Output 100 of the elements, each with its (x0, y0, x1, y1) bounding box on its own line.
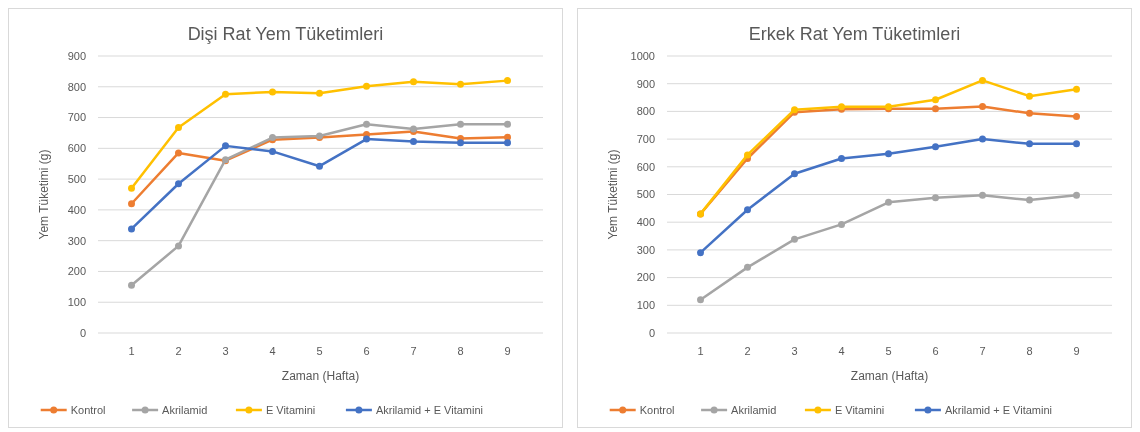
point (316, 89, 323, 97)
point (363, 82, 370, 90)
point (697, 249, 704, 257)
legend-label: Kontrol (639, 403, 675, 416)
y-tick-label: 100 (636, 299, 655, 312)
point (457, 80, 464, 88)
y-tick-label: 500 (636, 188, 655, 201)
x-tick-label: 1 (128, 345, 135, 357)
point (410, 138, 417, 146)
point (1073, 140, 1080, 148)
point (979, 76, 986, 84)
y-tick-label: 900 (636, 77, 655, 90)
point (979, 135, 986, 143)
legend-label: E Vitamini (834, 403, 885, 416)
legend-label: Akrilamid (162, 403, 208, 416)
x-tick-label: 2 (744, 345, 751, 357)
point (838, 220, 845, 228)
point (697, 296, 704, 304)
x-tick-label: 6 (363, 345, 370, 357)
x-tick-label: 5 (885, 345, 892, 357)
x-tick-label: 6 (932, 345, 939, 357)
x-tick-label: 4 (838, 345, 845, 357)
x-axis-title: Zaman (Hafta) (281, 369, 360, 383)
x-tick-label: 2 (175, 345, 182, 357)
x-tick-label: 8 (457, 345, 464, 357)
point (979, 102, 986, 110)
point (363, 120, 370, 128)
y-tick-label: 400 (67, 203, 86, 216)
point (269, 88, 276, 96)
point (128, 184, 135, 192)
y-tick-label: 600 (67, 142, 86, 155)
point (504, 77, 511, 85)
point (1073, 112, 1080, 120)
legend-label: Akrilamid + E Vitamini (944, 403, 1052, 416)
y-axis-title: Yem Tüketimi (g) (37, 149, 51, 240)
point (791, 235, 798, 243)
point (175, 123, 182, 131)
point (932, 143, 939, 151)
point (791, 170, 798, 178)
point (222, 90, 229, 98)
y-tick-label: 800 (636, 105, 655, 118)
x-tick-label: 3 (791, 345, 798, 357)
x-tick-label: 4 (269, 345, 276, 357)
x-tick-label: 9 (504, 345, 511, 357)
point (316, 162, 323, 170)
y-tick-label: 300 (636, 243, 655, 256)
point (128, 200, 135, 208)
legend-label: Akrilamid + E Vitamini (375, 403, 483, 416)
point (175, 180, 182, 188)
point (744, 263, 751, 271)
point (175, 242, 182, 250)
point (744, 151, 751, 159)
point (1026, 92, 1033, 100)
point (504, 120, 511, 128)
point (1073, 191, 1080, 199)
y-tick-label: 800 (67, 80, 86, 93)
y-tick-label: 700 (636, 132, 655, 145)
y-tick-label: 1000 (630, 49, 655, 62)
point (1026, 109, 1033, 117)
point (1026, 196, 1033, 204)
y-tick-label: 200 (636, 271, 655, 284)
x-tick-label: 7 (979, 345, 986, 357)
chart-title: Dişi Rat Yem Tüketimleri (187, 24, 384, 44)
point (932, 96, 939, 104)
y-tick-label: 900 (67, 49, 86, 62)
point (932, 194, 939, 202)
x-axis-title: Zaman (Hafta) (850, 369, 929, 383)
point (175, 149, 182, 157)
point (744, 206, 751, 214)
point (128, 225, 135, 233)
point (457, 139, 464, 147)
point (885, 150, 892, 158)
point (410, 78, 417, 86)
point (457, 120, 464, 128)
x-tick-label: 5 (316, 345, 323, 357)
y-tick-label: 600 (636, 160, 655, 173)
x-tick-label: 1 (697, 345, 704, 357)
legend-label: Kontrol (70, 403, 106, 416)
y-tick-label: 500 (67, 172, 86, 185)
legend-label: Akrilamid (731, 403, 777, 416)
point (222, 142, 229, 150)
y-tick-label: 700 (67, 111, 86, 124)
point (128, 281, 135, 289)
y-tick-label: 0 (648, 326, 655, 339)
point (1026, 140, 1033, 148)
point (885, 198, 892, 206)
y-axis-title: Yem Tüketimi (g) (606, 149, 620, 240)
y-tick-label: 200 (67, 265, 86, 278)
y-tick-label: 300 (67, 234, 86, 247)
point (838, 155, 845, 162)
point (363, 135, 370, 143)
x-tick-label: 7 (410, 345, 417, 357)
point (504, 139, 511, 147)
legend-label: E Vitamini (265, 403, 316, 416)
point (269, 147, 276, 155)
x-tick-label: 8 (1026, 345, 1033, 357)
point (979, 191, 986, 199)
point (1073, 85, 1080, 93)
x-tick-label: 9 (1073, 345, 1080, 357)
y-tick-label: 400 (636, 216, 655, 229)
